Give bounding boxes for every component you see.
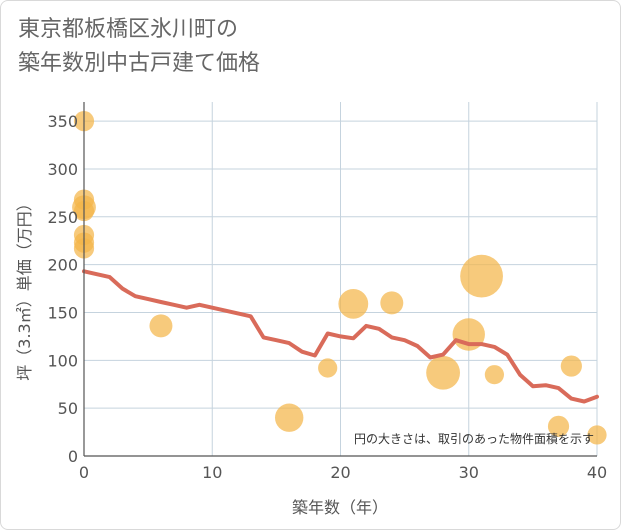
axes [83,102,597,457]
size-legend-note: 円の大きさは、取引のあった物件面積を示す [354,431,594,446]
y-tick-label: 250 [47,208,78,227]
trend-line [82,269,599,404]
y-tick-label: 300 [47,160,78,179]
scatter-point [484,365,504,385]
tick-labels: 0 50 100 150 200 250 300 350 0 10 20 30 40 [47,112,607,482]
chart-title-line-1: 東京都板橋区氷川町の [18,17,239,42]
x-axis-title: 築年数（年） [292,498,388,517]
y-tick-label: 350 [47,112,78,131]
scatter-point [318,358,338,378]
scatter-point [149,314,173,338]
chart-title-line-2: 築年数別中古戸建て価格 [18,51,261,76]
grid-lines [84,102,598,456]
y-tick-label: 50 [58,399,78,418]
x-tick-label: 10 [202,463,222,482]
scatter-point [560,355,582,377]
y-axis-title: 坪（3.3㎡）単価（万円） [15,195,34,380]
y-tick-label: 0 [68,447,78,466]
scatter-point [275,403,304,432]
scatter-point [460,254,503,298]
x-tick-label: 0 [79,463,89,482]
scatter-point [380,291,404,315]
x-tick-label: 40 [587,463,607,482]
scatter-point [547,415,570,437]
x-tick-label: 20 [330,463,350,482]
scatter-points [72,111,607,445]
y-tick-label: 200 [47,256,78,275]
scatter-point [338,288,369,319]
y-tick-label: 100 [47,351,78,370]
chart-title: 東京都板橋区氷川町の 築年数別中古戸建て価格 [18,13,260,81]
scatter-point [426,355,460,390]
trend-line-group [82,269,599,404]
x-tick-label: 30 [459,463,479,482]
scatter-point [587,425,607,445]
y-tick-label: 150 [47,303,78,322]
